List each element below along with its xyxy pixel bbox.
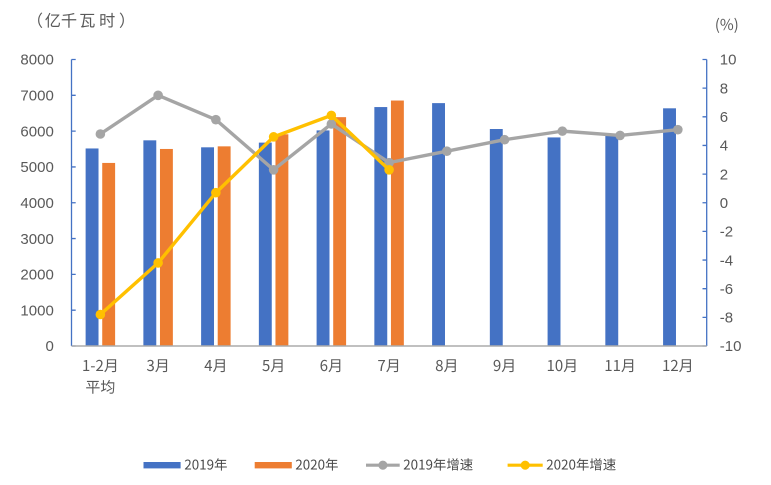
svg-text:3000: 3000 [20,231,53,248]
svg-text:8000: 8000 [20,52,53,69]
svg-text:0: 0 [720,195,728,212]
svg-text:2: 2 [720,166,728,183]
svg-text:4000: 4000 [20,195,53,212]
svg-text:6: 6 [720,109,728,126]
svg-text:2000: 2000 [20,267,53,284]
svg-text:-8: -8 [720,310,733,327]
svg-text:8: 8 [720,80,728,97]
svg-text:-2: -2 [720,224,733,241]
svg-text:6000: 6000 [20,123,53,140]
svg-text:1000: 1000 [20,302,53,319]
svg-text:5000: 5000 [20,159,53,176]
svg-text:-10: -10 [720,338,742,355]
svg-text:10: 10 [720,52,737,69]
svg-text:4: 4 [720,138,728,155]
svg-text:-4: -4 [720,252,733,269]
svg-text:7000: 7000 [20,88,53,105]
svg-text:-6: -6 [720,281,733,298]
svg-text:0: 0 [45,338,53,355]
